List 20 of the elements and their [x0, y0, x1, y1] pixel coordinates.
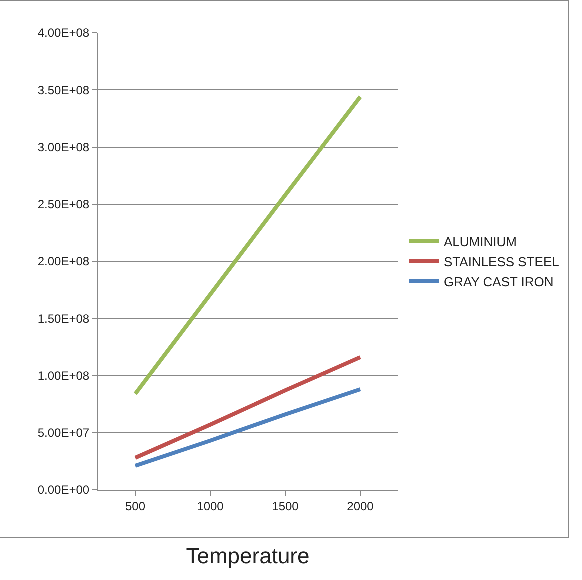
x-tick-label: 2000 — [347, 499, 374, 514]
x-tick-label: 1500 — [272, 499, 300, 514]
y-tick-label: 3.50E+08 — [38, 83, 90, 98]
x-tick-label: 1000 — [197, 499, 224, 514]
line-series — [134, 387, 362, 468]
line-series — [134, 94, 362, 396]
legend-label: GRAY CAST IRON — [444, 274, 554, 290]
y-tick-label: 2.50E+08 — [38, 198, 90, 212]
y-tick-label: 5.00E+07 — [38, 426, 90, 440]
x-tick-label: 500 — [125, 499, 146, 514]
x-axis-title: Temperature — [186, 543, 310, 568]
legend-label: STAINLESS STEEL — [444, 254, 560, 270]
y-tick-label: 2.00E+08 — [38, 254, 90, 269]
line-series — [134, 355, 362, 460]
y-tick-label: 4.00E+08 — [38, 26, 90, 40]
y-tick-label: 1.50E+08 — [38, 312, 90, 326]
y-tick-label: 3.00E+08 — [38, 140, 90, 154]
y-tick-label: 0.00E+00 — [38, 483, 90, 498]
y-tick-label: 1.00E+08 — [38, 368, 90, 383]
legend-label: ALUMINIUM — [444, 234, 517, 250]
